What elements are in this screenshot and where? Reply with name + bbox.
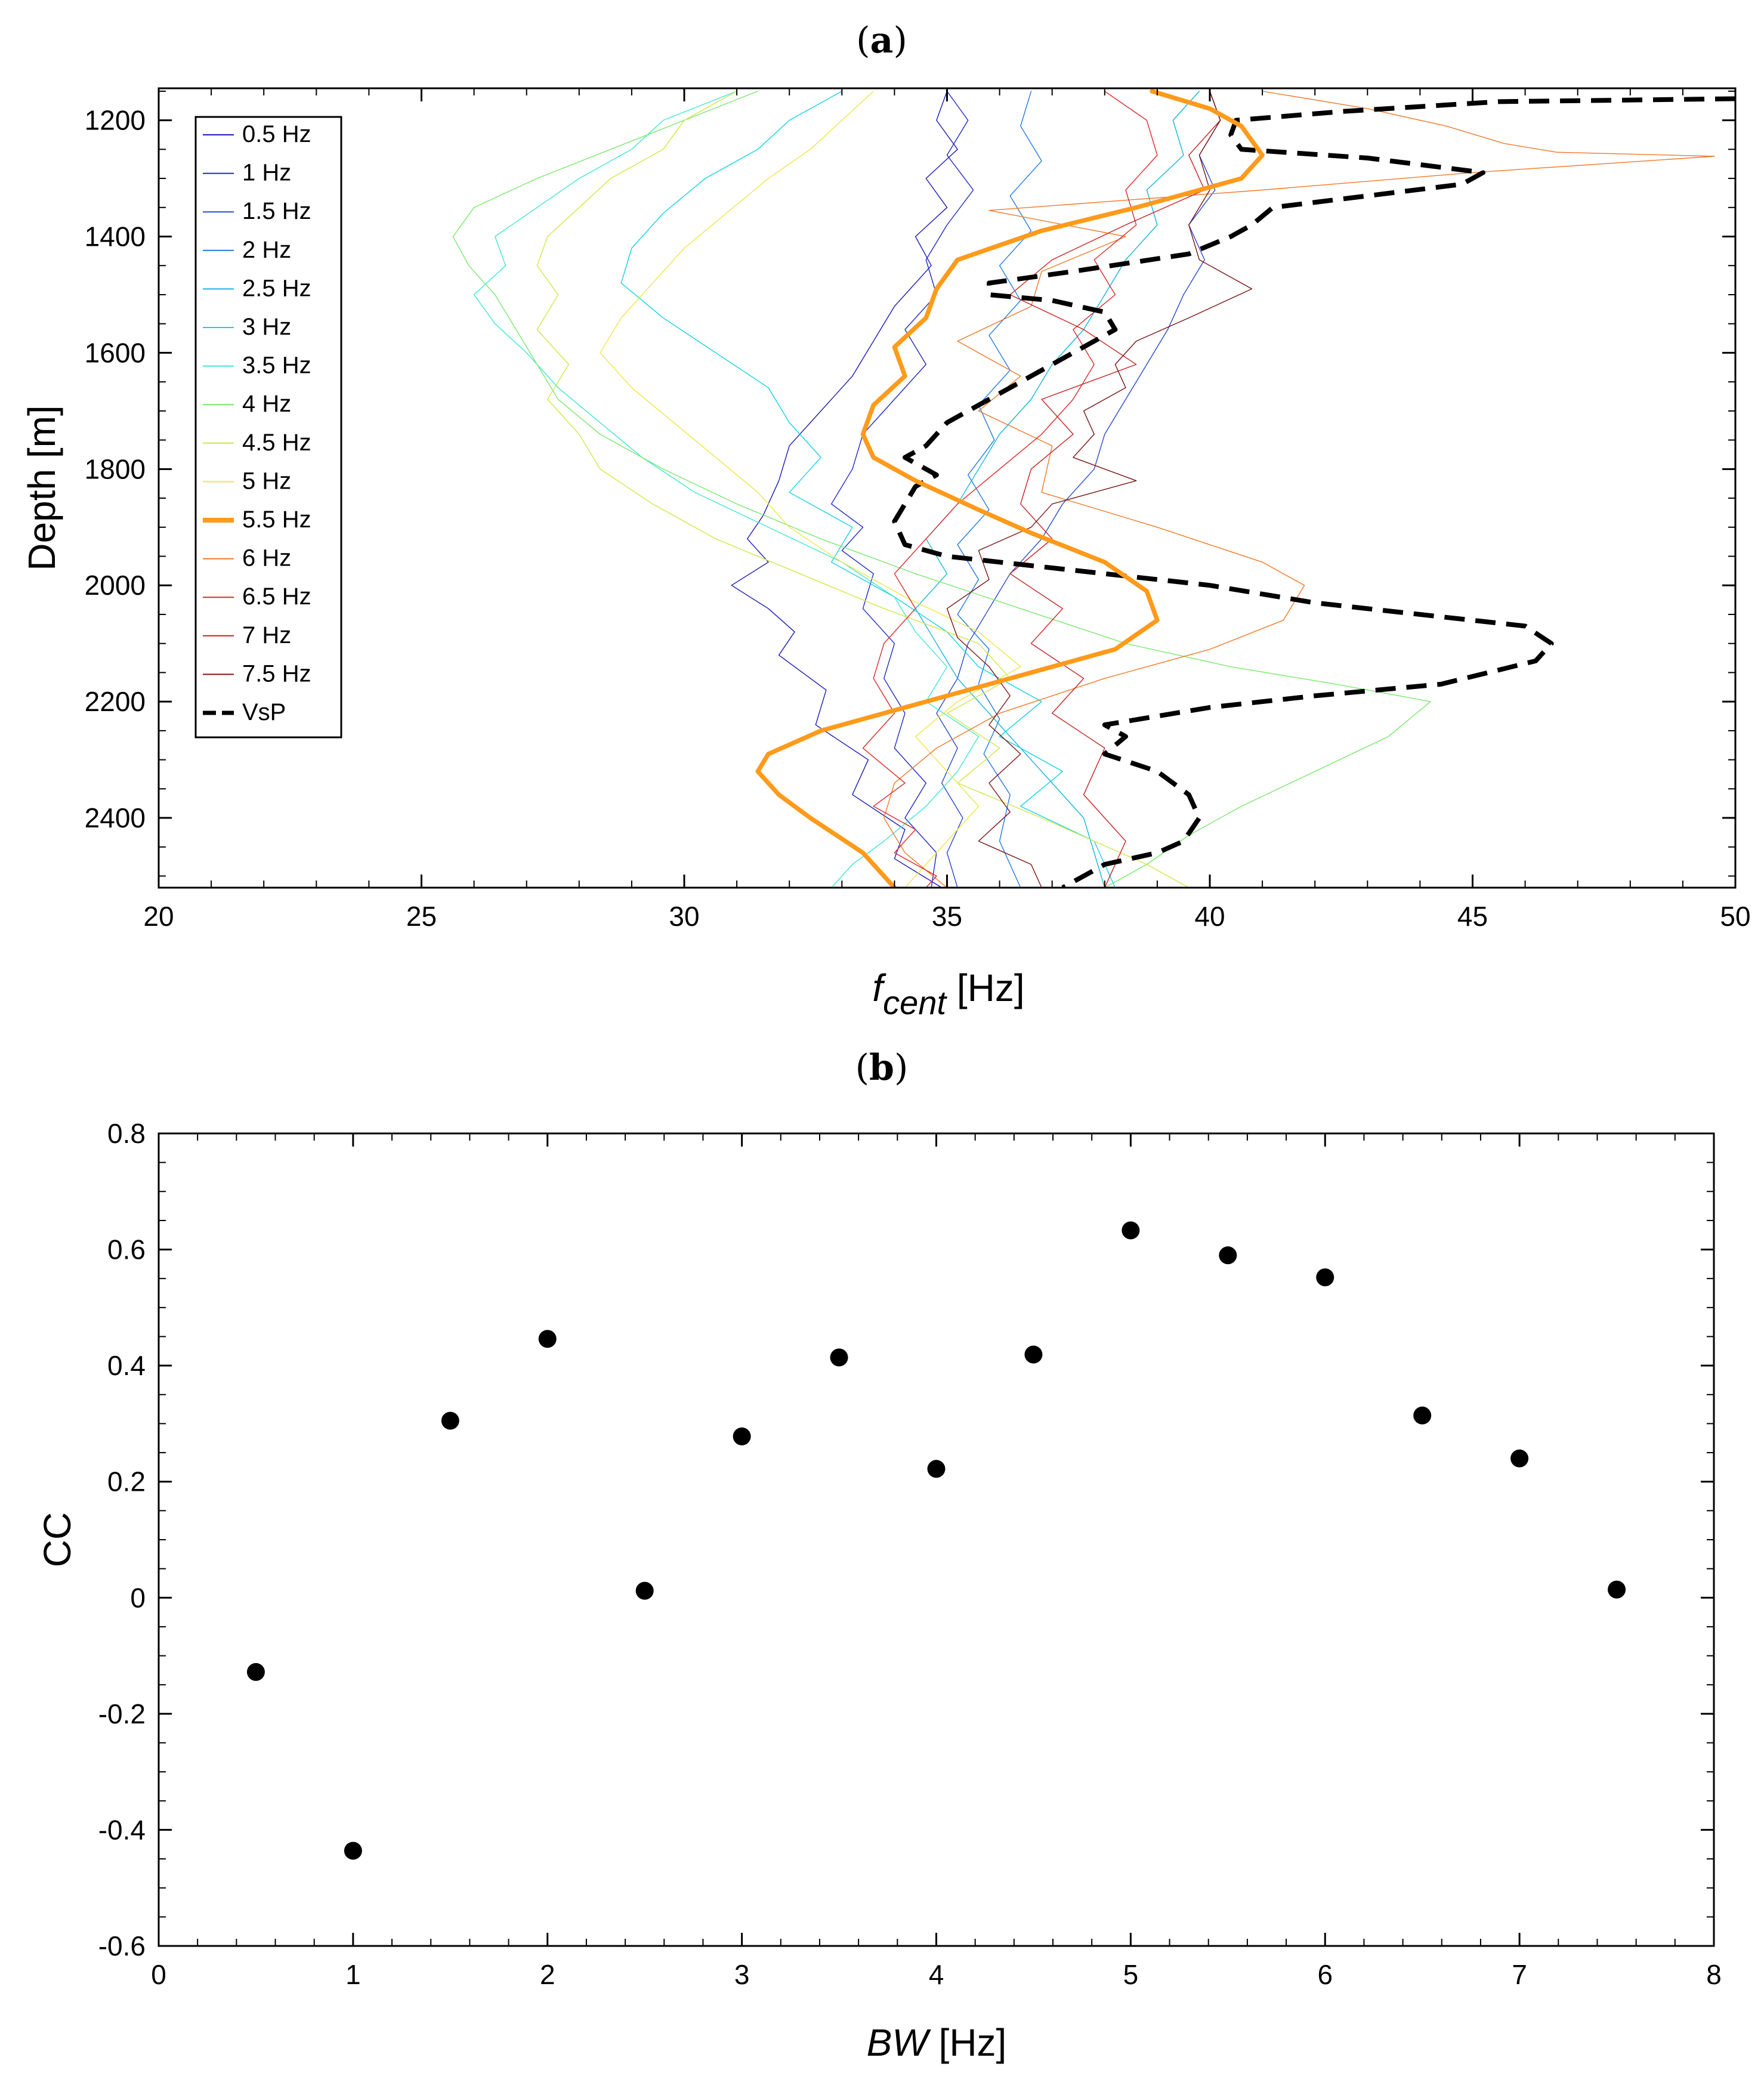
scatter-point [927, 1460, 946, 1478]
x-tick-label: 35 [932, 901, 962, 932]
x-tick-label: 8 [1706, 1959, 1722, 1990]
x-tick-label: 50 [1720, 901, 1750, 932]
scatter-point [830, 1348, 848, 1367]
legend-entry: 3.5 Hz [242, 353, 311, 379]
x-tick-label: 30 [669, 901, 699, 932]
scatter-point [733, 1427, 751, 1445]
x-tick-label: 4 [929, 1959, 944, 1990]
legend-entry: 4 Hz [242, 391, 291, 417]
x-tick-label: 6 [1317, 1959, 1333, 1990]
legend-entry: 5.5 Hz [242, 506, 311, 533]
series-line-6-hz [883, 91, 1715, 888]
legend-entry: 2.5 Hz [242, 275, 311, 301]
scatter-point [635, 1581, 654, 1600]
y-tick-label: 1200 [85, 105, 146, 136]
panel-a-y-axis-title: Depth [m] [20, 405, 63, 570]
panel-a-axes-box [157, 87, 1737, 889]
scatter-point [1510, 1449, 1529, 1468]
panel-a-label: (a) [856, 20, 907, 61]
panel-a-plot-area [159, 88, 1735, 888]
legend-entry: 1.5 Hz [242, 198, 311, 224]
series-line-2-5-hz [915, 91, 1200, 888]
y-tick-label: 2400 [85, 802, 146, 833]
legend-entry: 4.5 Hz [242, 430, 311, 456]
y-tick-label: -0.6 [98, 1930, 146, 1961]
legend-entry: 3 Hz [242, 314, 291, 340]
legend-entry: 7 Hz [242, 622, 291, 648]
y-tick-label: -0.2 [98, 1698, 146, 1729]
series-line-7-hz [1009, 91, 1221, 888]
y-tick-label: 2200 [85, 686, 146, 717]
scatter-point [441, 1411, 459, 1430]
series-line-5-5-hz [755, 89, 1265, 888]
scatter-point [1608, 1580, 1626, 1599]
y-tick-label: 0.6 [107, 1234, 146, 1265]
legend-entry: 6 Hz [242, 545, 291, 571]
panel-a-legend: 0.5 Hz 1 Hz 1.5 Hz 2 Hz 2.5 Hz 3 Hz 3.5 Hz 4 Hz… [194, 116, 342, 739]
panel-b-axes-box [157, 1132, 1715, 1947]
y-tick-label: 1800 [85, 453, 146, 484]
x-tick-label: 25 [406, 901, 437, 932]
scatter-point [246, 1663, 265, 1681]
x-tick-label: 5 [1123, 1959, 1139, 1990]
series-line-0-5-hz [731, 91, 958, 888]
legend-entry: 2 Hz [242, 237, 291, 263]
legend-entry: VsP [242, 699, 286, 725]
y-tick-label: 0.4 [107, 1350, 146, 1381]
scatter-point [1219, 1246, 1237, 1265]
x-tick-label: 1 [345, 1959, 361, 1990]
series-line-vsp [892, 96, 1735, 888]
panel-a-depth-plot: 20 25 30 35 40 45 50 1200 1400 1600 1800 2000 2200 24… [20, 87, 1751, 1021]
x-tick-label: 7 [1512, 1959, 1527, 1990]
panel-b-x-axis-title: BW [Hz] [867, 2021, 1007, 2064]
y-tick-label: 2000 [85, 570, 146, 601]
legend-entry: 1 Hz [242, 160, 291, 186]
series-line-7-5-hz [946, 91, 1253, 888]
y-tick-label: 0.2 [107, 1466, 146, 1497]
legend-entry: 6.5 Hz [242, 583, 311, 610]
y-tick-label: 0.8 [107, 1118, 146, 1149]
x-tick-label: 20 [143, 901, 174, 932]
series-line-3-hz [620, 91, 1116, 888]
scatter-point [344, 1842, 362, 1860]
scatter-point [1413, 1406, 1432, 1425]
y-tick-label: 0 [130, 1582, 146, 1613]
legend-entry: 5 Hz [242, 468, 291, 494]
scatter-point [1024, 1345, 1043, 1364]
x-tick-label: 3 [734, 1959, 750, 1990]
x-tick-label: 2 [540, 1959, 555, 1990]
series-line-6-5-hz [862, 91, 1158, 888]
scatter-point [538, 1330, 557, 1348]
series-line-5-hz [600, 91, 1021, 888]
series-line-4-hz [452, 91, 1431, 888]
series-line-2-hz [957, 91, 1042, 888]
x-tick-label: 45 [1457, 901, 1488, 932]
legend-entry: 0.5 Hz [242, 121, 311, 147]
series-line-1-hz [830, 91, 974, 888]
y-tick-label: 1600 [85, 337, 146, 368]
series-line-3-5-hz [473, 91, 980, 888]
legend-box [194, 116, 342, 739]
y-tick-label: 1400 [85, 221, 146, 252]
scatter-point [1122, 1221, 1140, 1240]
panel-b-label: (b) [855, 1047, 909, 1089]
x-tick-label: 0 [151, 1959, 166, 1990]
legend-entry: 7.5 Hz [242, 660, 311, 687]
panel-b-plot-area [159, 1133, 1714, 1946]
x-tick-label: 40 [1194, 901, 1225, 932]
panel-b-scatter-plot: 0 1 2 3 4 5 6 7 8 -0.6 -0.4 -0.2 0 0.2 0.4 0.6 0.8 BW [H… [36, 1118, 1722, 2064]
scatter-point [1316, 1268, 1334, 1287]
y-tick-label: -0.4 [98, 1814, 146, 1845]
panel-a-x-axis-title: fcent [Hz] [872, 966, 1024, 1021]
series-line-1-5-hz [936, 91, 1221, 888]
series-line-4-5-hz [536, 91, 1190, 888]
panel-b-y-axis-title: CC [36, 1512, 79, 1567]
